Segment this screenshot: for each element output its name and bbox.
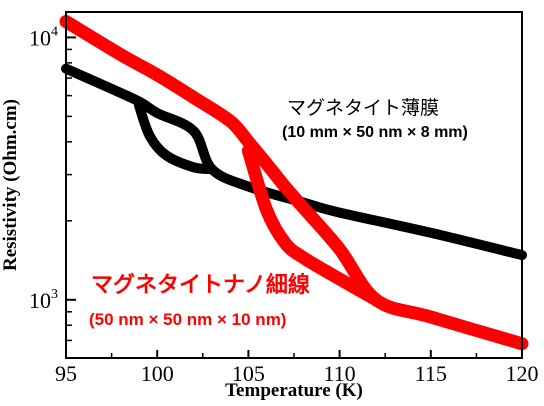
x-tick-label: 100	[141, 361, 174, 386]
film-annotation-dims: (10 mm × 50 nm × 8 mm)	[282, 124, 468, 141]
y-axis-title: Resistivity (Ohm.cm)	[0, 99, 21, 271]
y-ticks: 104 103	[29, 24, 76, 342]
y-tick-label: 103	[29, 287, 58, 313]
x-tick-label: 105	[232, 361, 265, 386]
nanowire-series-line-3	[241, 144, 383, 307]
x-tick-label: 120	[506, 361, 539, 386]
x-tick-label: 110	[324, 361, 356, 386]
film-annotation-title: マグネタイト薄膜	[287, 97, 439, 119]
series-layer	[59, 15, 529, 351]
x-ticks: 95 100 105 110 115 120	[55, 350, 539, 386]
y-tick-label: 104	[29, 24, 58, 50]
x-tick-label: 115	[415, 361, 447, 386]
x-tick-label: 95	[55, 361, 77, 386]
x-axis-title: Temperature (K)	[225, 380, 363, 401]
wire-annotation-title: マグネタイトナノ細線	[91, 272, 310, 298]
film-series-line-1	[134, 100, 217, 175]
wire-annotation-dims: (50 nm × 50 nm × 10 nm)	[89, 310, 286, 329]
